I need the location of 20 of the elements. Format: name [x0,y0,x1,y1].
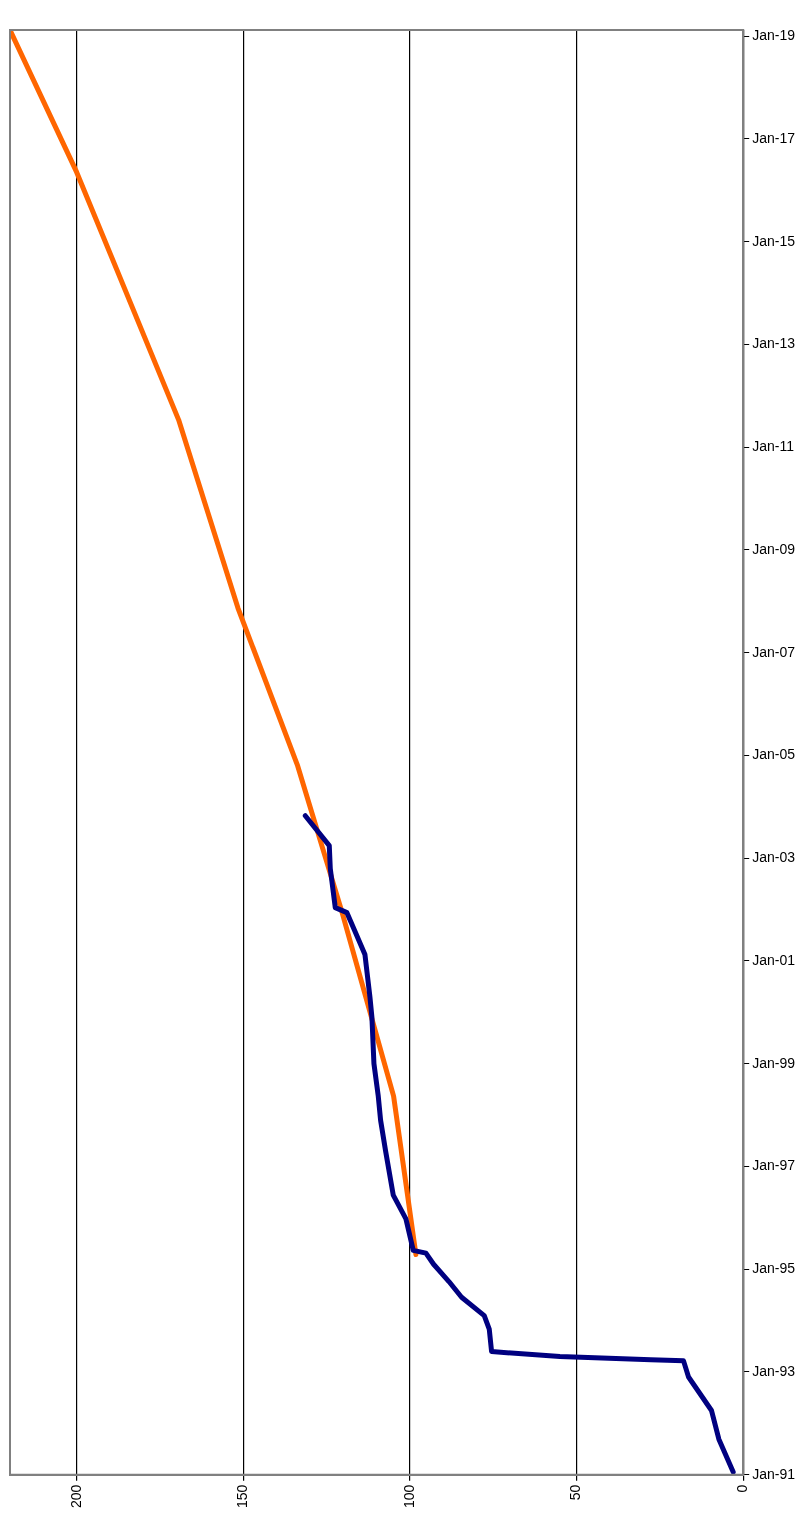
y-tick-label: Jan-01 [752,951,796,968]
y-tick-label: Jan-13 [752,335,796,352]
y-tick-label: Jan-17 [752,129,796,146]
x-tick-label: 0 [734,1484,751,1493]
y-tick-label: Jan-97 [752,1157,796,1174]
y-tick-label: Jan-03 [752,849,796,866]
y-tick-label: Jan-19 [752,27,796,44]
y-tick-label: Jan-09 [752,540,796,557]
y-tick-label: Jan-07 [752,643,796,660]
y-tick-label: Jan-99 [752,1054,796,1071]
y-tick-label: Jan-11 [752,438,795,455]
y-tick-label: Jan-95 [752,1260,796,1277]
x-tick-label: 100 [400,1484,417,1508]
x-tick-label: 150 [234,1484,251,1508]
y-tick-label: Jan-15 [752,232,796,249]
y-tick-label: Jan-93 [752,1362,796,1379]
x-tick-label: 200 [67,1484,84,1508]
y-tick-label: Jan-05 [752,746,796,763]
x-tick-label: 50 [567,1484,584,1501]
y-tick-label: Jan-91 [752,1465,796,1482]
